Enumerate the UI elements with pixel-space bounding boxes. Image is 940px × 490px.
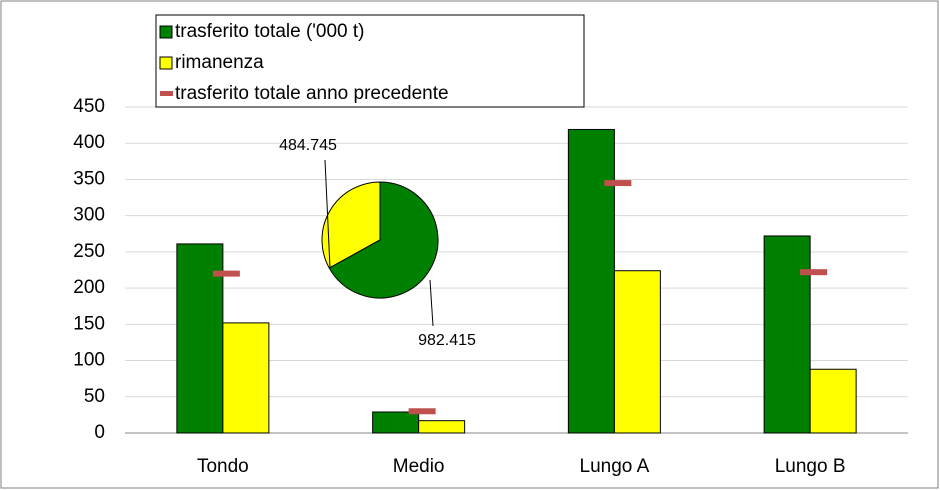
y-tick-label: 400 [73,132,105,153]
x-tick-label: Lungo B [775,456,846,477]
y-tick-label: 350 [73,168,105,189]
pie-leader-line [324,159,331,269]
y-tick-label: 300 [73,205,105,226]
legend-swatch [160,91,173,96]
legend-swatch [159,25,173,39]
marks [176,128,857,434]
marker [604,180,632,187]
bar [372,411,420,434]
x-tick-label: Lungo A [580,456,650,477]
y-tick-label: 0 [94,422,105,443]
y-tick-label: 100 [73,350,105,371]
legend-label: trasferito totale anno precedente [175,83,449,104]
bar [418,420,466,434]
legend [155,14,585,108]
pie-label: 982.415 [418,332,476,349]
bar [763,235,811,434]
pie-slice [321,181,381,269]
bar [809,368,857,434]
y-tick-label: 450 [73,96,105,117]
y-tick-label: 50 [84,386,105,407]
legend-label: trasferito totale ('000 t) [175,21,365,42]
marker [800,269,828,276]
marker [408,408,436,415]
y-tick-label: 200 [73,277,105,298]
x-tick-label: Medio [393,456,445,477]
pie-leader-line [429,279,434,327]
bar [222,322,270,434]
bar [567,128,615,434]
legend-label: rimanenza [175,52,264,73]
y-tick-label: 250 [73,241,105,262]
x-tick-label: Tondo [197,456,249,477]
pie-slice [328,181,439,299]
legend-swatch [159,56,173,70]
pie-label: 484.745 [279,137,337,154]
y-tick-label: 150 [73,313,105,334]
bar [613,270,661,434]
marker [212,270,240,277]
